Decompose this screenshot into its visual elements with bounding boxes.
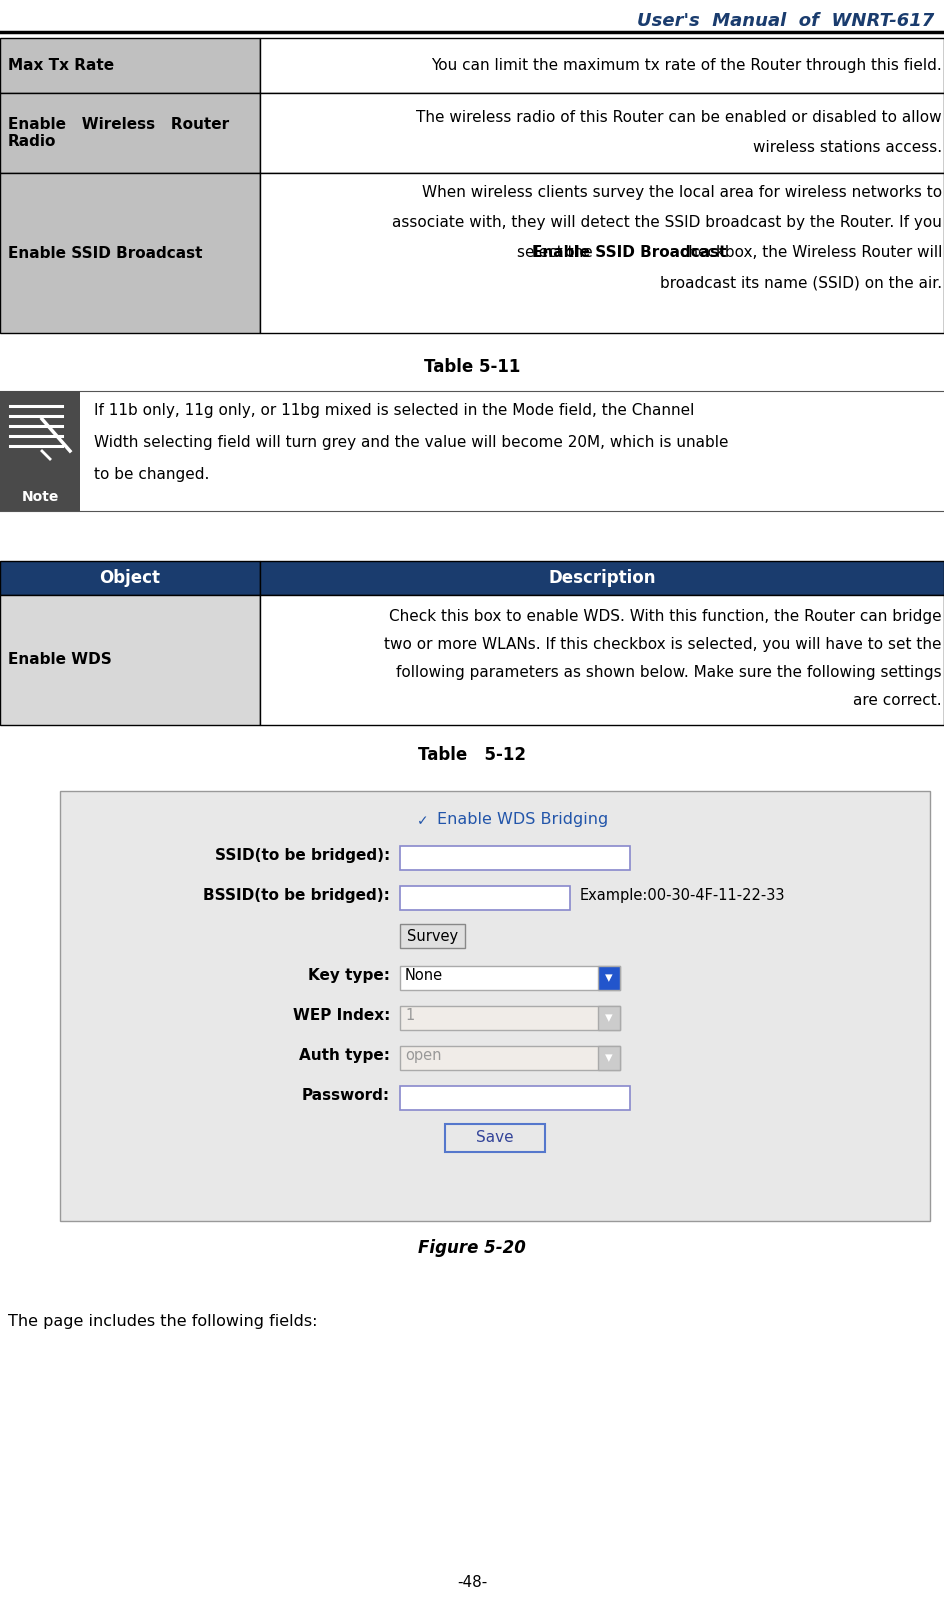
Text: Enable   Wireless   Router
Radio: Enable Wireless Router Radio bbox=[8, 117, 229, 149]
Bar bbox=[0, 93, 260, 172]
Bar bbox=[260, 93, 944, 172]
Text: Table 5-11: Table 5-11 bbox=[424, 358, 520, 375]
Text: Enable WDS: Enable WDS bbox=[8, 653, 111, 668]
Bar bbox=[60, 791, 930, 1222]
Bar bbox=[260, 172, 944, 334]
Bar bbox=[0, 172, 260, 334]
Text: broadcast its name (SSID) on the air.: broadcast its name (SSID) on the air. bbox=[660, 275, 942, 291]
Bar bbox=[415, 813, 429, 827]
Bar bbox=[0, 596, 260, 725]
Text: select the: select the bbox=[517, 244, 598, 260]
Text: Example:00-30-4F-11-22-33: Example:00-30-4F-11-22-33 bbox=[580, 888, 785, 902]
Bar bbox=[400, 966, 620, 990]
Bar bbox=[0, 561, 260, 596]
Text: ▾: ▾ bbox=[605, 971, 613, 985]
Bar bbox=[0, 38, 260, 93]
Bar bbox=[400, 1086, 630, 1110]
Text: Key type:: Key type: bbox=[308, 968, 390, 984]
Text: Object: Object bbox=[99, 569, 160, 588]
Text: Password:: Password: bbox=[302, 1088, 390, 1104]
Text: open: open bbox=[405, 1048, 442, 1064]
Text: Check this box to enable WDS. With this function, the Router can bridge: Check this box to enable WDS. With this … bbox=[389, 608, 942, 624]
Text: 1: 1 bbox=[405, 1008, 414, 1024]
Text: following parameters as shown below. Make sure the following settings: following parameters as shown below. Mak… bbox=[396, 664, 942, 680]
Text: BSSID(to be bridged):: BSSID(to be bridged): bbox=[203, 888, 390, 902]
Bar bbox=[445, 1124, 545, 1151]
Bar bbox=[260, 38, 944, 93]
Text: User's  Manual  of  WNRT-617: User's Manual of WNRT-617 bbox=[637, 13, 934, 30]
Text: None: None bbox=[405, 968, 443, 984]
Bar bbox=[598, 966, 620, 990]
Text: Table   5-12: Table 5-12 bbox=[418, 746, 526, 763]
Text: When wireless clients survey the local area for wireless networks to: When wireless clients survey the local a… bbox=[422, 185, 942, 200]
Text: two or more WLANs. If this checkbox is selected, you will have to set the: two or more WLANs. If this checkbox is s… bbox=[384, 637, 942, 652]
Text: are correct.: are correct. bbox=[853, 693, 942, 707]
Text: Note: Note bbox=[22, 490, 59, 505]
Text: Survey: Survey bbox=[407, 928, 458, 944]
Text: ▾: ▾ bbox=[605, 1011, 613, 1025]
Text: ▾: ▾ bbox=[605, 1051, 613, 1065]
Text: ✓: ✓ bbox=[417, 814, 429, 827]
Text: Enable SSID Broadcast: Enable SSID Broadcast bbox=[8, 246, 203, 260]
Text: Width selecting field will turn grey and the value will become 20M, which is una: Width selecting field will turn grey and… bbox=[94, 434, 729, 450]
Bar bbox=[400, 925, 465, 949]
Bar bbox=[400, 886, 570, 910]
Text: You can limit the maximum tx rate of the Router through this field.: You can limit the maximum tx rate of the… bbox=[431, 57, 942, 73]
Text: Enable SSID Broadcast: Enable SSID Broadcast bbox=[532, 244, 727, 260]
Text: checkbox, the Wireless Router will: checkbox, the Wireless Router will bbox=[675, 244, 942, 260]
Text: Save: Save bbox=[476, 1131, 514, 1145]
Text: associate with, they will detect the SSID broadcast by the Router. If you: associate with, they will detect the SSI… bbox=[392, 216, 942, 230]
Bar bbox=[400, 1046, 620, 1070]
Bar bbox=[260, 561, 944, 596]
Bar bbox=[598, 1046, 620, 1070]
Bar bbox=[400, 846, 630, 870]
Bar bbox=[0, 391, 80, 511]
Text: Enable WDS Bridging: Enable WDS Bridging bbox=[437, 811, 608, 827]
Text: Auth type:: Auth type: bbox=[299, 1048, 390, 1064]
Text: SSID(to be bridged):: SSID(to be bridged): bbox=[214, 848, 390, 862]
Text: -48-: -48- bbox=[457, 1575, 487, 1591]
Text: Figure 5-20: Figure 5-20 bbox=[418, 1239, 526, 1257]
Bar bbox=[598, 1006, 620, 1030]
Text: The wireless radio of this Router can be enabled or disabled to allow: The wireless radio of this Router can be… bbox=[416, 110, 942, 126]
Text: WEP Index:: WEP Index: bbox=[293, 1008, 390, 1024]
Text: wireless stations access.: wireless stations access. bbox=[753, 141, 942, 155]
Bar bbox=[400, 1006, 620, 1030]
Text: Description: Description bbox=[548, 569, 655, 588]
Text: The page includes the following fields:: The page includes the following fields: bbox=[8, 1314, 317, 1329]
Text: to be changed.: to be changed. bbox=[94, 466, 210, 482]
Bar bbox=[260, 596, 944, 725]
Text: Max Tx Rate: Max Tx Rate bbox=[8, 57, 114, 73]
Text: If 11b only, 11g only, or 11bg mixed is selected in the Mode field, the Channel: If 11b only, 11g only, or 11bg mixed is … bbox=[94, 402, 695, 418]
